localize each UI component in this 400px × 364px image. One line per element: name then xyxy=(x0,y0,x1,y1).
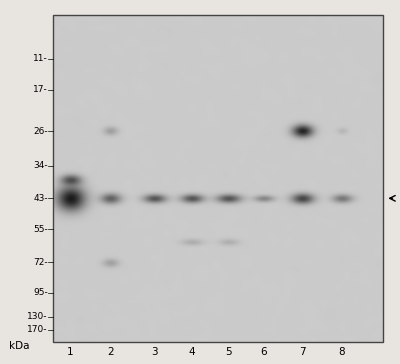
Text: 4: 4 xyxy=(189,347,195,357)
Text: 2: 2 xyxy=(107,347,114,357)
Text: 3: 3 xyxy=(151,347,158,357)
Bar xyxy=(52,15,383,341)
Text: 8: 8 xyxy=(338,347,345,357)
Text: 11-: 11- xyxy=(33,54,48,63)
Text: 130-: 130- xyxy=(27,312,48,321)
Text: 1: 1 xyxy=(67,347,74,357)
Text: 72-: 72- xyxy=(33,258,48,267)
Text: 6: 6 xyxy=(260,347,267,357)
Text: 34-: 34- xyxy=(33,161,48,170)
Text: 26-: 26- xyxy=(33,127,48,136)
Text: 95-: 95- xyxy=(33,288,48,297)
Text: 170-: 170- xyxy=(27,325,48,335)
Text: 7: 7 xyxy=(300,347,306,357)
Text: 17-: 17- xyxy=(33,85,48,94)
Text: 43-: 43- xyxy=(33,194,48,203)
Text: 55-: 55- xyxy=(33,225,48,234)
Text: 5: 5 xyxy=(225,347,232,357)
Text: kDa: kDa xyxy=(9,341,29,351)
